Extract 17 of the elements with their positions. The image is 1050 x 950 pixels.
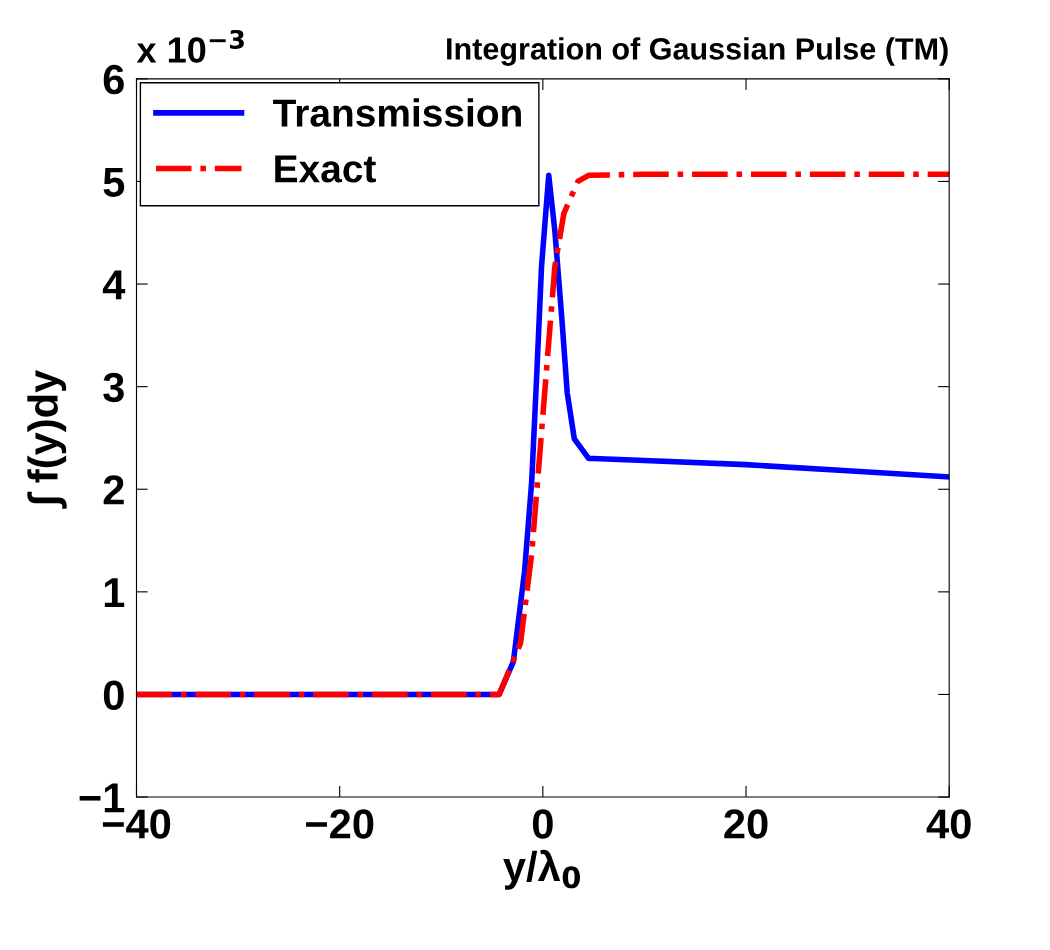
y-tick-label: 4	[102, 270, 126, 300]
y-tick-label: 1	[104, 578, 125, 607]
text: x 10$^{−3}$	[136, 29, 244, 63]
y-tick-label: 6	[103, 64, 124, 95]
y-tick-label: 3	[103, 372, 124, 403]
y-tick-label: 0	[103, 680, 124, 710]
x-axis-title: y/λ$_{0}$	[503, 849, 581, 890]
y-tick-label: 5	[103, 167, 125, 197]
legend-label: Exact	[275, 155, 376, 183]
chart-title: Integration of Gaussian Pulse (TM)	[447, 37, 948, 66]
y-tick-label: 2	[103, 475, 124, 505]
y-axis-title: ∫ f(y)dy	[27, 369, 67, 509]
x-tick-label: −20	[306, 809, 374, 839]
x-tick-label: 40	[926, 809, 971, 839]
x-tick-label: 0	[532, 809, 553, 839]
x-tick-label: 20	[724, 809, 768, 839]
legend-label: Transmission	[273, 98, 521, 127]
